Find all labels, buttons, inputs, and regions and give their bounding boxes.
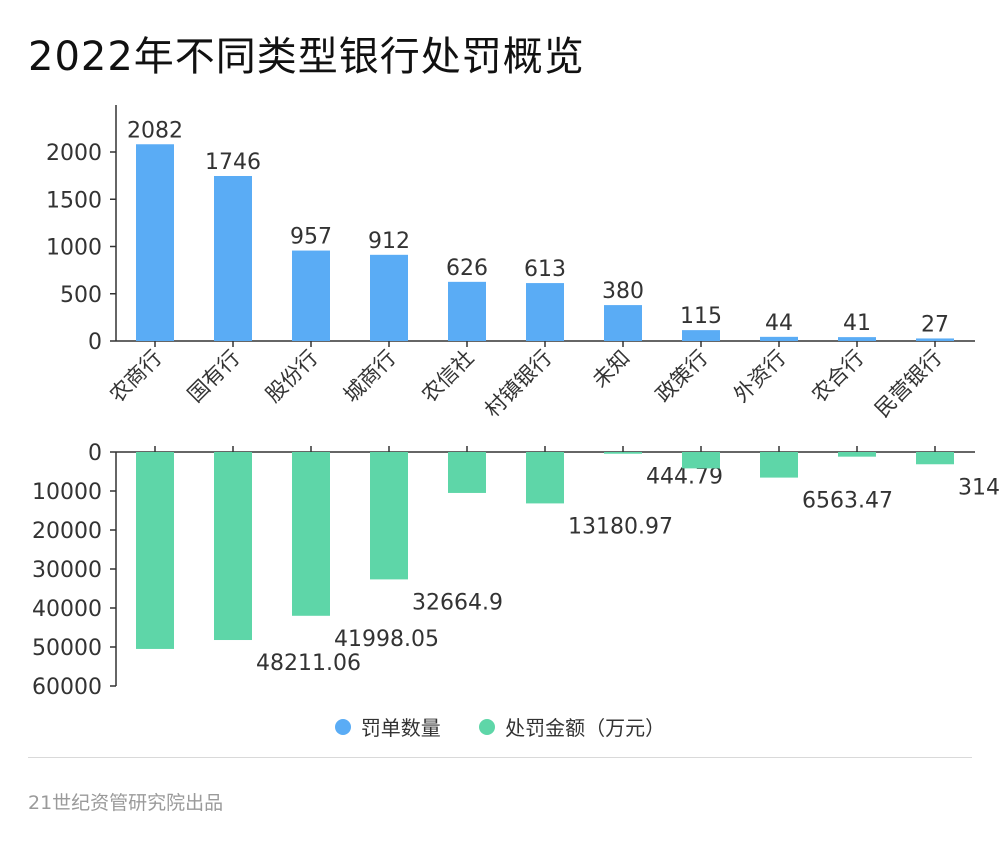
legend-item-count[interactable]: 罚单数量 — [334, 712, 441, 741]
amount-bar — [604, 452, 642, 454]
amount-y-tick-label: 20000 — [32, 519, 102, 544]
category-label: 外资行 — [729, 346, 791, 408]
amount-bar — [838, 452, 876, 457]
amount-bar — [136, 452, 174, 649]
amount-bar — [916, 452, 954, 465]
amount-bar — [682, 452, 720, 469]
count-y-tick-label: 500 — [60, 283, 102, 308]
penalty-count-panel: 0 500 1000 1500 2000 2082 农商行 1746 国有行 957 股份行 912 城… — [46, 105, 975, 422]
count-data-label: 1746 — [205, 150, 261, 175]
amount-y-tick-label: 10000 — [32, 480, 102, 505]
count-y-tick-label: 1000 — [46, 236, 102, 261]
category-label: 农信社 — [417, 346, 479, 408]
count-bar — [136, 144, 174, 341]
count-bar — [214, 176, 252, 341]
category-label: 村镇银行 — [480, 346, 556, 422]
legend-label-count: 罚单数量 — [360, 716, 441, 740]
count-data-label: 2082 — [127, 118, 183, 143]
amount-y-tick-label: 40000 — [32, 597, 102, 622]
count-bar — [604, 305, 642, 341]
count-data-label: 912 — [368, 229, 410, 254]
legend-item-amount[interactable]: 处罚金额（万元） — [479, 712, 665, 741]
count-bar — [448, 281, 486, 341]
source-note: 21世纪资管研究院出品 — [28, 792, 224, 814]
amount-data-label: 3145.2 — [958, 475, 1000, 500]
amount-data-label: 41998.05 — [334, 627, 439, 652]
count-bar — [838, 337, 876, 341]
count-data-label: 27 — [921, 312, 949, 337]
count-y-tick-label: 0 — [88, 330, 102, 355]
count-data-label: 613 — [524, 257, 566, 282]
amount-data-label: 48211.06 — [256, 651, 361, 676]
penalty-amount-panel: 010000200003000040000500006000048211.064… — [32, 441, 1000, 700]
category-label: 民营银行 — [870, 346, 946, 422]
category-label: 城商行 — [339, 346, 401, 408]
category-label: 未知 — [588, 346, 635, 393]
amount-bar — [370, 452, 408, 580]
category-label: 国有行 — [183, 346, 245, 408]
count-y-tick-label: 2000 — [46, 141, 102, 166]
count-bar — [370, 254, 408, 341]
footer-divider — [28, 757, 972, 758]
category-label: 农合行 — [807, 346, 869, 408]
legend-swatch-amount — [479, 718, 496, 735]
count-data-label: 380 — [602, 279, 644, 304]
category-label: 农商行 — [105, 346, 167, 408]
count-y-tick-label: 1500 — [46, 188, 102, 213]
legend-swatch-count — [334, 718, 351, 735]
count-bar — [682, 330, 720, 341]
amount-bar — [526, 452, 564, 504]
bank-penalty-chart: 0 500 1000 1500 2000 2082 农商行 1746 国有行 957 股份行 912 城… — [32, 105, 1000, 700]
count-bar — [292, 250, 330, 341]
amount-y-tick-label: 60000 — [32, 675, 102, 700]
amount-data-label: 6563.47 — [802, 489, 893, 514]
amount-bar — [292, 452, 330, 616]
count-data-label: 44 — [765, 311, 793, 336]
count-data-label: 626 — [446, 256, 488, 281]
amount-data-label: 32664.9 — [412, 590, 503, 615]
count-bar — [526, 283, 564, 341]
amount-bar — [448, 452, 486, 493]
amount-y-tick-label: 30000 — [32, 558, 102, 583]
count-data-label: 957 — [290, 225, 332, 250]
amount-bar — [214, 452, 252, 641]
amount-y-tick-label: 50000 — [32, 636, 102, 661]
category-label: 政策行 — [651, 346, 713, 408]
amount-y-tick-label: 0 — [88, 441, 102, 466]
amount-data-label: 13180.97 — [568, 514, 673, 539]
chart-title: 2022年不同类型银行处罚概览 — [28, 34, 585, 80]
count-data-label: 115 — [680, 304, 722, 329]
category-label: 股份行 — [261, 346, 323, 408]
count-data-label: 41 — [843, 311, 871, 336]
legend: 罚单数量 处罚金额（万元） — [0, 712, 1000, 741]
count-bar — [760, 336, 798, 341]
amount-data-label: 444.79 — [646, 465, 723, 490]
amount-bar — [760, 452, 798, 478]
legend-label-amount: 处罚金额（万元） — [505, 716, 666, 740]
count-bar — [916, 338, 954, 341]
